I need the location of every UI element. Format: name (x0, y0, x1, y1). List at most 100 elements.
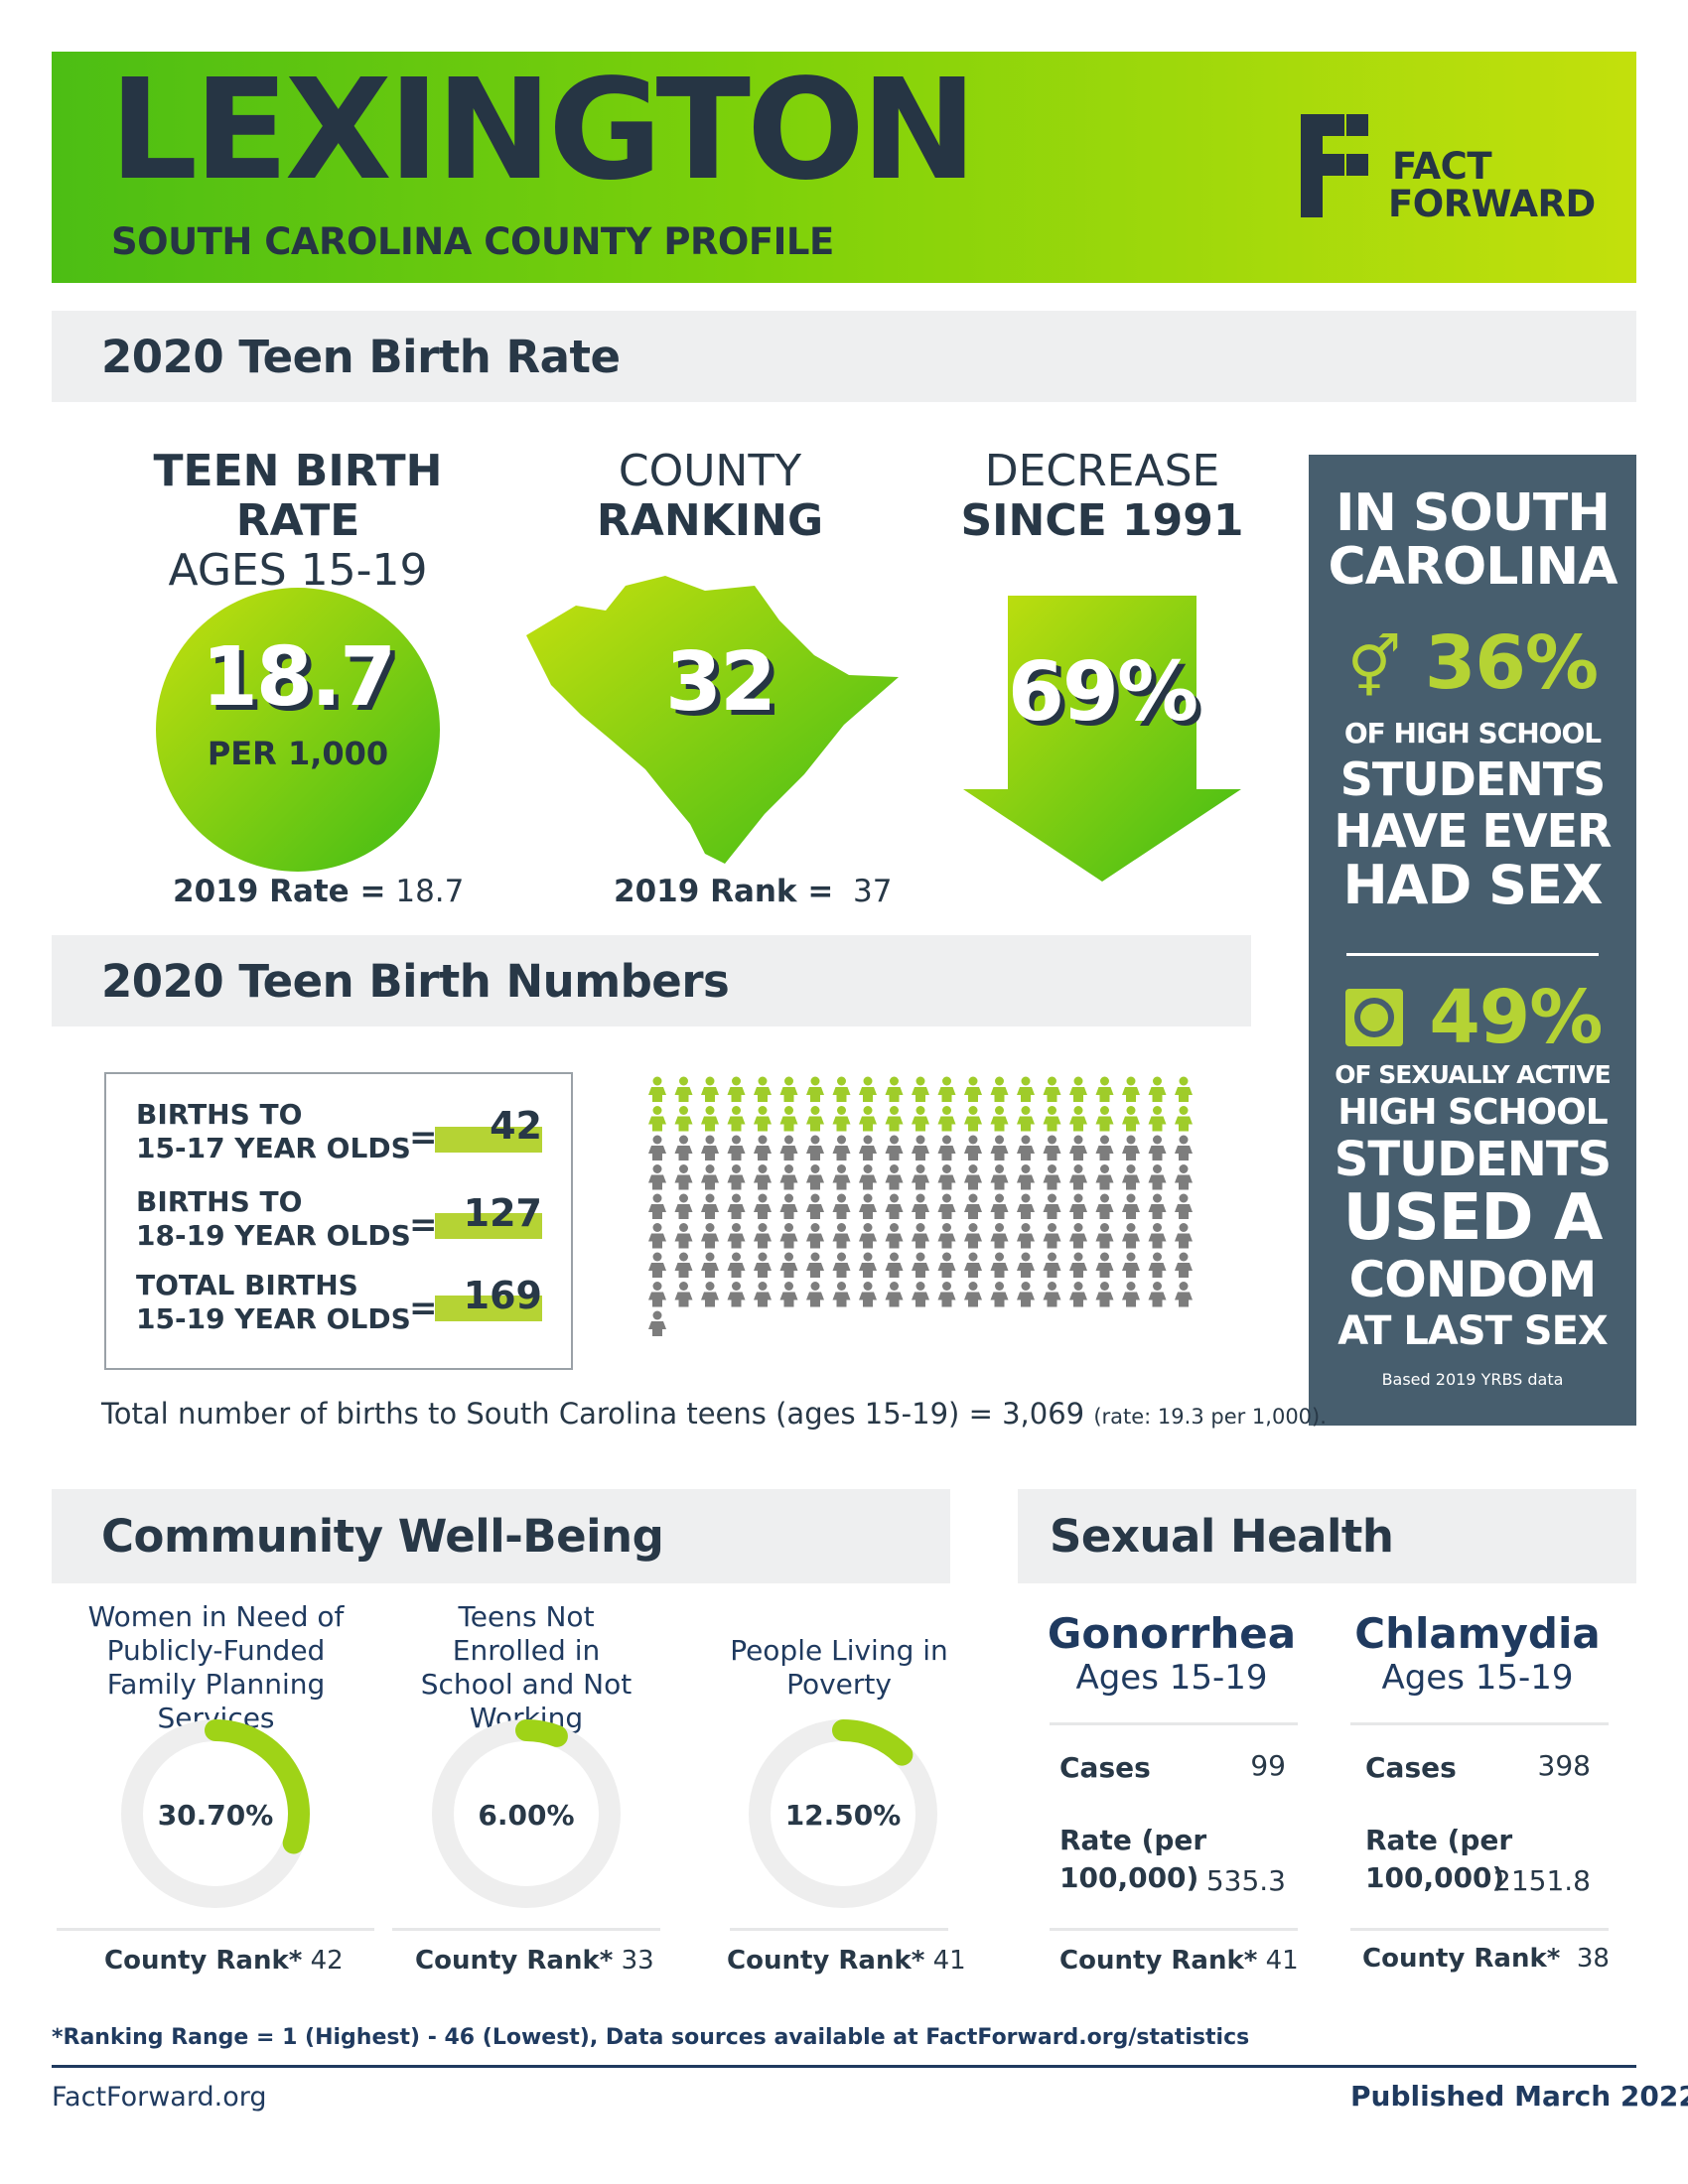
person-icon-15-17 (859, 1106, 877, 1132)
chlamydia-rank: County Rank* 38 (1362, 1944, 1610, 1974)
panel-heading-line2: CAROLINA (1328, 537, 1618, 597)
person-icon-18-19 (912, 1135, 929, 1160)
community-bar (52, 1489, 950, 1583)
birth-numbers-bar (52, 935, 1251, 1026)
person-icon-18-19 (754, 1164, 772, 1190)
person-icon-18-19 (937, 1193, 956, 1219)
person-icon-18-19 (859, 1252, 877, 1278)
person-icon-18-19 (1095, 1193, 1114, 1219)
chlamydia-rate-label-line1: Rate (per (1365, 1824, 1513, 1856)
person-icon-18-19 (1148, 1135, 1167, 1160)
person-icon-15-17 (701, 1106, 719, 1132)
chlamydia-rank-value: 38 (1576, 1944, 1610, 1974)
person-icon-18-19 (1069, 1223, 1087, 1249)
prior-rate-label: 2019 Rate = (173, 874, 386, 909)
person-icon-18-19 (1017, 1252, 1035, 1278)
person-icon-18-19 (674, 1193, 693, 1219)
fact-forward-logo: FACT FORWARD (1301, 114, 1599, 223)
person-icon-18-19 (859, 1282, 877, 1307)
person-icon-18-19 (1148, 1193, 1167, 1219)
person-icon-15-17 (937, 1106, 956, 1132)
chlamydia-rank-label: County Rank* (1362, 1944, 1561, 1974)
person-icon-18-19 (754, 1135, 772, 1160)
panel-stat2-line2: HIGH SCHOOL (1337, 1092, 1608, 1133)
person-icon-18-19 (1122, 1252, 1140, 1278)
chlamydia-cases-label: Cases (1365, 1751, 1457, 1784)
person-icon-18-19 (806, 1164, 824, 1190)
person-icon-18-19 (1017, 1193, 1035, 1219)
person-icon-18-19 (990, 1164, 1009, 1190)
panel-stat1: ⚥ 36% (1309, 623, 1636, 708)
person-icon-18-19 (1043, 1193, 1061, 1219)
ranking-range-note: *Ranking Range = 1 (Highest) - 46 (Lowes… (52, 2025, 1250, 2050)
decrease-heading: DECREASE SINCE 1991 (904, 447, 1301, 546)
person-icon-18-19 (1122, 1193, 1140, 1219)
person-icon-18-19 (1122, 1135, 1140, 1160)
person-icon-18-19 (727, 1252, 746, 1278)
person-icon-15-17 (937, 1076, 956, 1102)
teen-birth-rate-bar (52, 311, 1636, 402)
chlamydia-bottom-rule (1350, 1928, 1609, 1931)
person-icon-18-19 (859, 1193, 877, 1219)
fact-forward-logo-mark (1301, 114, 1368, 217)
person-icon-18-19 (1017, 1164, 1035, 1190)
person-icon-18-19 (885, 1252, 904, 1278)
row3-highlight (435, 1296, 542, 1321)
person-icon-18-19 (1122, 1164, 1140, 1190)
person-icon-18-19 (727, 1282, 746, 1307)
panel-stat1-line2: STUDENTS (1339, 752, 1606, 806)
row2-label-line2: 18-19 YEAR OLDS (136, 1219, 411, 1252)
person-icon-18-19 (674, 1164, 693, 1190)
community-item1-rank-value: 42 (310, 1946, 344, 1976)
community-item2-rank: County Rank* 33 (415, 1946, 654, 1976)
row2-value: 127 (463, 1191, 542, 1235)
row2-label: BIRTHS TO 18-19 YEAR OLDS (136, 1185, 411, 1253)
state-panel (1309, 455, 1636, 1426)
person-icon-18-19 (1069, 1164, 1087, 1190)
panel-stat2: 49% (1309, 978, 1636, 1057)
panel-stat1-line1: OF HIGH SCHOOL (1343, 717, 1602, 750)
person-icon-18-19 (701, 1223, 719, 1249)
footer-divider (52, 2065, 1636, 2068)
person-icon-15-17 (885, 1076, 904, 1102)
footer-site-link[interactable]: FactForward.org (52, 2082, 267, 2113)
prior-rank: 2019 Rank = 37 (614, 874, 893, 909)
person-icon-18-19 (937, 1164, 956, 1190)
person-icon-15-17 (859, 1076, 877, 1102)
person-icon-15-17 (990, 1106, 1009, 1132)
person-icon-15-17 (912, 1076, 929, 1102)
community-item1-value: 30.70% (157, 1799, 274, 1832)
rate-unit: PER 1,000 (207, 735, 389, 772)
sexual-health-heading: Sexual Health (1050, 1510, 1394, 1563)
person-icon-18-19 (701, 1164, 719, 1190)
person-icon-18-19 (937, 1223, 956, 1249)
person-icon-18-19 (912, 1252, 929, 1278)
row2-equals: = (409, 1205, 438, 1245)
person-icon-18-19 (674, 1135, 693, 1160)
person-icon-15-17 (727, 1076, 746, 1102)
rate-circle (156, 588, 440, 872)
person-icon-18-19 (832, 1252, 851, 1278)
person-icon-18-19 (1095, 1164, 1114, 1190)
chlamydia-name: Chlamydia (1354, 1609, 1601, 1658)
person-icon-18-19 (964, 1223, 982, 1249)
panel-stat1-line3: HAVE EVER (1334, 804, 1613, 858)
gonorrhea-rate-label-line2: 100,000) (1059, 1861, 1199, 1894)
state-total-rate: (rate: 19.3 per 1,000). (1093, 1405, 1327, 1429)
rate-heading-line2: AGES 15-19 (168, 545, 428, 596)
person-icon-18-19 (937, 1252, 956, 1278)
person-icon-18-19 (859, 1135, 877, 1160)
person-icon-18-19 (648, 1135, 666, 1160)
prior-rank-label: 2019 Rank = (614, 874, 834, 909)
panel-stat2-line5: CONDOM (1348, 1251, 1598, 1308)
sexual-health-bar (1018, 1489, 1636, 1583)
person-icon-18-19 (1148, 1252, 1167, 1278)
person-icon-18-19 (1069, 1282, 1087, 1307)
person-icon-15-17 (701, 1076, 719, 1102)
panel-source: Based 2019 YRBS data (1381, 1370, 1564, 1389)
person-icon-15-17 (648, 1106, 666, 1132)
person-icon-18-19 (1175, 1223, 1193, 1249)
person-icon-18-19 (964, 1282, 982, 1307)
person-icon-18-19 (674, 1223, 693, 1249)
person-icon-18-19 (832, 1135, 851, 1160)
